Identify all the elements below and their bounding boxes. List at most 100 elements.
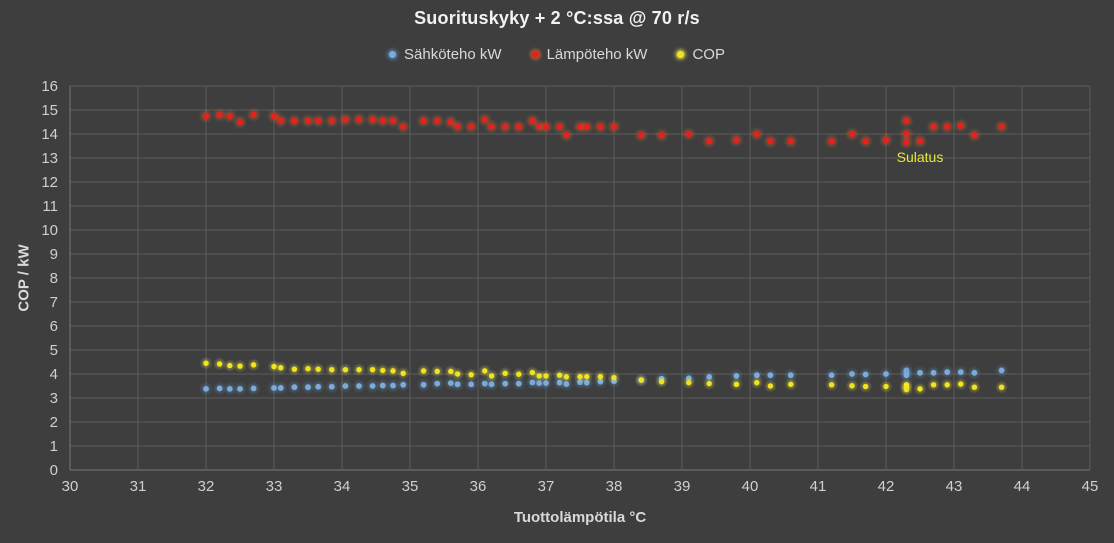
y-tick-label: 4 xyxy=(50,366,58,383)
data-point xyxy=(971,384,978,390)
data-point xyxy=(277,117,284,125)
legend-marker-icon xyxy=(531,51,539,58)
data-point xyxy=(848,130,856,138)
y-tick-label: 6 xyxy=(50,318,58,335)
data-point xyxy=(903,372,910,379)
legend-label: COP xyxy=(692,46,725,63)
data-point xyxy=(998,123,1005,130)
data-point xyxy=(502,123,509,130)
x-tick-label: 37 xyxy=(538,478,555,495)
data-point xyxy=(767,372,774,379)
data-point xyxy=(380,367,386,374)
x-tick-label: 45 xyxy=(1082,478,1099,495)
x-axis-title: Tuottolämpötila °C xyxy=(513,509,647,526)
data-point xyxy=(543,373,549,379)
x-axis-tick-labels: 30 31 32 33 34 35 36 37 38 39 40 41 42 43 44 45 xyxy=(62,478,1099,495)
data-point xyxy=(516,371,522,377)
data-point xyxy=(733,136,740,144)
data-point xyxy=(563,132,570,139)
x-tick-label: 41 xyxy=(810,478,827,495)
y-tick-label: 16 xyxy=(41,78,58,95)
x-tick-label: 33 xyxy=(266,478,283,495)
x-tick-label: 34 xyxy=(334,478,351,495)
series-lampoteho-kw xyxy=(198,107,1010,150)
data-point xyxy=(733,381,740,388)
data-point xyxy=(355,116,363,123)
data-point xyxy=(468,372,474,378)
data-point xyxy=(787,372,794,379)
data-point xyxy=(468,123,475,130)
data-point xyxy=(638,132,645,139)
data-point xyxy=(226,385,233,392)
data-point xyxy=(434,117,441,125)
data-point xyxy=(515,380,522,387)
data-point xyxy=(767,383,774,389)
data-point xyxy=(400,123,407,130)
data-point xyxy=(227,362,233,369)
data-point xyxy=(563,374,570,380)
data-point xyxy=(787,138,794,145)
data-point xyxy=(420,381,427,388)
data-point xyxy=(502,380,509,387)
data-point xyxy=(862,138,869,145)
data-point xyxy=(930,382,937,388)
y-tick-label: 13 xyxy=(41,150,58,167)
data-point xyxy=(638,377,644,383)
data-point xyxy=(237,363,243,369)
data-point xyxy=(944,123,951,130)
data-point xyxy=(930,369,937,376)
x-tick-label: 38 xyxy=(606,478,623,495)
data-point xyxy=(706,138,713,145)
data-point xyxy=(883,383,889,390)
data-point xyxy=(610,123,618,130)
data-point xyxy=(828,138,835,145)
data-point xyxy=(389,117,397,125)
data-point xyxy=(998,384,1005,390)
data-point xyxy=(356,366,362,373)
data-point xyxy=(686,379,692,386)
data-point xyxy=(390,382,396,389)
x-tick-label: 31 xyxy=(130,478,147,495)
annotation-sulatus: Sulatus xyxy=(897,149,944,165)
legend-item-cop[interactable]: COP xyxy=(677,46,725,63)
y-tick-label: 15 xyxy=(41,102,58,119)
data-point xyxy=(203,385,209,392)
x-tick-label: 30 xyxy=(62,478,79,495)
data-point xyxy=(971,369,978,376)
data-point xyxy=(754,379,760,386)
y-tick-label: 8 xyxy=(50,270,58,287)
y-tick-label: 2 xyxy=(50,414,58,431)
data-point xyxy=(369,383,376,389)
x-tick-label: 32 xyxy=(198,478,215,495)
data-point xyxy=(237,385,243,392)
data-point xyxy=(400,370,406,376)
legend-item-sahkoteho[interactable]: Sähköteho kW xyxy=(389,46,502,63)
data-point xyxy=(277,385,284,391)
data-point xyxy=(482,368,488,374)
data-point xyxy=(930,123,937,130)
x-tick-label: 40 xyxy=(742,478,759,495)
y-tick-label: 10 xyxy=(41,222,58,239)
data-point xyxy=(468,381,475,388)
x-tick-label: 35 xyxy=(402,478,419,495)
data-point xyxy=(502,370,508,376)
y-tick-label: 12 xyxy=(41,174,58,191)
data-point xyxy=(291,366,298,372)
legend-label: Sähköteho kW xyxy=(404,46,502,63)
data-point xyxy=(916,138,924,145)
data-point xyxy=(434,368,440,375)
data-point xyxy=(315,117,322,125)
data-point xyxy=(216,111,223,119)
data-point xyxy=(434,380,441,387)
legend-item-lampoteho[interactable]: Lämpöteho kW xyxy=(531,46,647,63)
x-tick-label: 43 xyxy=(946,478,963,495)
data-point xyxy=(250,111,257,119)
data-point xyxy=(315,383,322,390)
data-point xyxy=(420,117,427,125)
x-tick-label: 42 xyxy=(878,478,895,495)
y-tick-label: 11 xyxy=(42,198,58,215)
data-point xyxy=(658,132,665,139)
